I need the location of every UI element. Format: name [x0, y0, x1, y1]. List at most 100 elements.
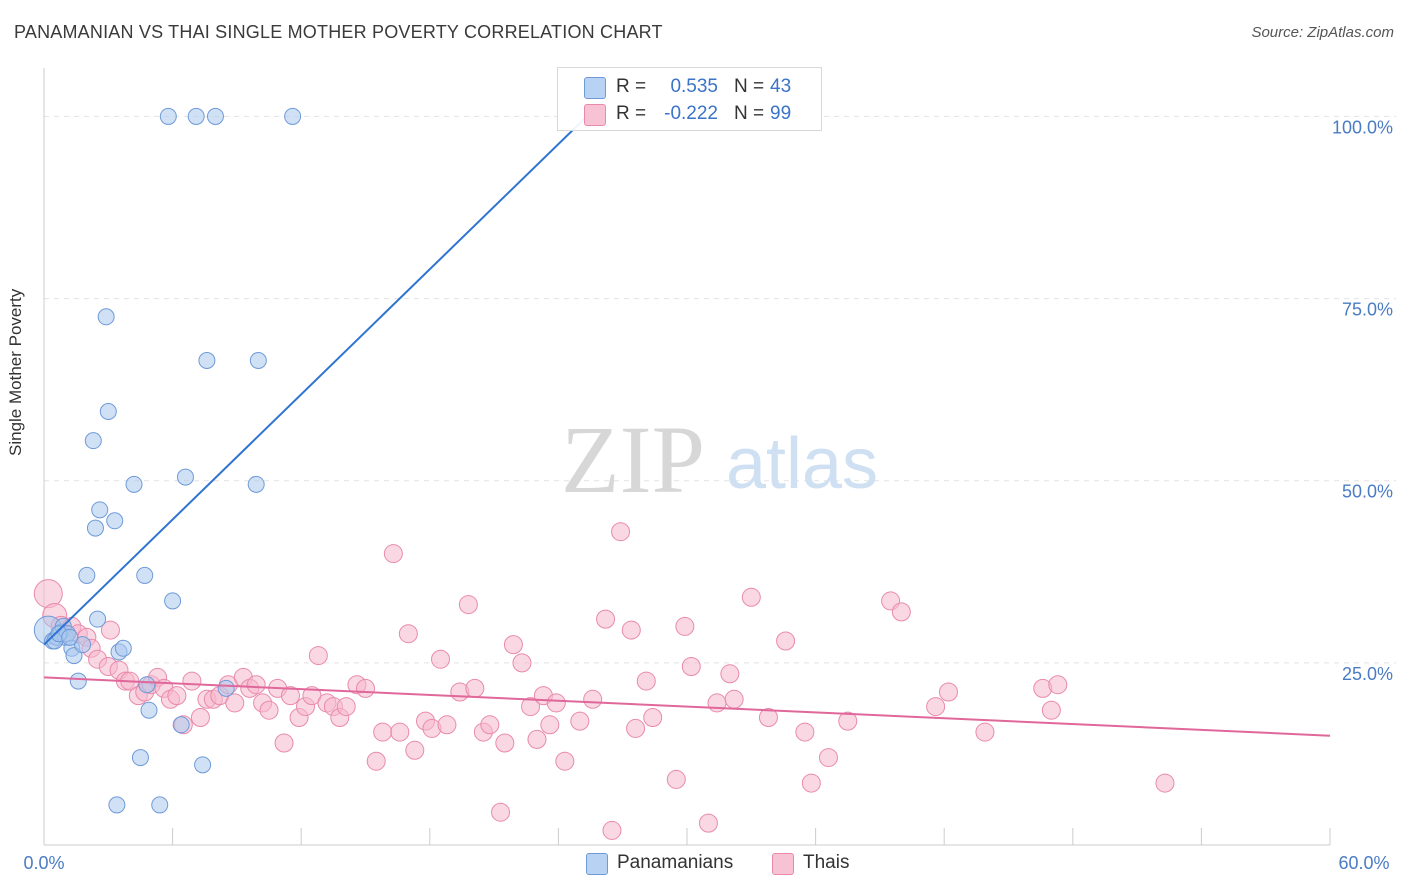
legend-label: Panamanians — [617, 852, 734, 873]
legend-label: Thais — [803, 852, 850, 873]
legend-swatch-blue — [586, 853, 608, 875]
legend-row-thais: R = -0.222 N = 99 — [558, 100, 821, 128]
thai-point — [1048, 675, 1068, 695]
thai-point — [280, 686, 300, 706]
y-tick-label: 100.0% — [1332, 117, 1393, 137]
thais-trend-line — [43, 676, 1331, 737]
thai-point — [758, 708, 778, 727]
legend-r-label: R = — [616, 76, 647, 97]
legend-swatch-pink — [584, 104, 606, 126]
panamanian-point — [91, 501, 109, 519]
y-tick-label: 25.0% — [1342, 664, 1393, 684]
thai-point — [891, 602, 911, 622]
panamanians-trend-line — [43, 112, 592, 646]
legend-swatch-pink — [772, 853, 794, 875]
thai-point — [480, 715, 500, 735]
thai-point — [741, 587, 761, 607]
thai-point — [596, 609, 616, 629]
thai-point — [458, 595, 478, 615]
thai-point — [246, 675, 266, 695]
panamanian-point — [125, 475, 143, 493]
thai-point — [366, 751, 386, 771]
panamanian-point — [187, 107, 205, 125]
thai-point — [1041, 700, 1061, 720]
panamanian-point — [97, 308, 115, 326]
thai-point — [838, 711, 858, 731]
panamanians-points — [33, 107, 302, 814]
thai-point — [602, 820, 622, 840]
legend-n-value: 99 — [770, 103, 792, 124]
thai-point — [801, 773, 821, 793]
thai-point — [390, 722, 410, 742]
thai-point — [274, 733, 294, 753]
panamanian-point — [151, 796, 169, 814]
panamanian-point — [206, 107, 224, 125]
thai-point — [707, 693, 727, 713]
legend-row-panamanians: R = 0.535 N = 43 — [558, 73, 821, 101]
panamanian-point — [106, 512, 124, 530]
thai-point — [167, 686, 187, 706]
thai-point — [100, 620, 120, 640]
panamanian-point — [99, 403, 117, 420]
panamanian-point — [164, 592, 182, 610]
thai-point — [621, 620, 641, 640]
thai-point — [491, 802, 511, 822]
thai-point — [675, 616, 695, 636]
panamanian-point — [140, 701, 158, 719]
watermark-atlas: atlas — [726, 424, 878, 504]
thai-point — [666, 769, 686, 789]
thai-point — [681, 657, 701, 676]
legend-n-value: 43 — [770, 76, 792, 97]
thai-point — [405, 740, 425, 760]
source-label: Source: ZipAtlas.com — [1251, 24, 1394, 41]
thai-point — [437, 715, 457, 735]
thai-point — [512, 653, 532, 673]
thai-point — [259, 700, 279, 720]
legend-r-value: 0.535 — [670, 76, 718, 97]
panamanian-point — [138, 676, 156, 694]
panamanian-point — [74, 636, 92, 654]
thai-point — [190, 708, 210, 727]
thai-point — [546, 693, 566, 713]
panamanian-point — [131, 749, 149, 767]
panamanian-point — [172, 716, 190, 734]
panamanian-point — [159, 107, 177, 125]
legend-n-label: N = — [734, 103, 765, 124]
thai-point — [975, 722, 995, 742]
thai-point — [495, 733, 515, 753]
legend-swatch-blue — [584, 77, 606, 99]
thai-point — [643, 708, 663, 727]
watermark-zip: ZIP — [561, 406, 705, 513]
legend-r-label: R = — [616, 103, 647, 124]
thai-point — [583, 689, 603, 709]
thai-point — [795, 722, 815, 742]
panamanian-point — [89, 610, 107, 628]
panamanian-point — [247, 475, 265, 493]
axes — [43, 68, 1331, 846]
thai-point — [636, 671, 656, 691]
y-tick-label: 50.0% — [1342, 482, 1393, 502]
thai-point — [626, 718, 646, 738]
thai-point — [818, 748, 838, 768]
legend-r-value: -0.222 — [664, 103, 718, 124]
panamanian-point — [78, 566, 96, 584]
y-tick-label: 75.0% — [1342, 300, 1393, 320]
chart-title: PANAMANIAN VS THAI SINGLE MOTHER POVERTY… — [14, 22, 663, 42]
thai-point — [465, 678, 485, 698]
thai-point — [527, 729, 547, 749]
thais-points — [33, 522, 1175, 840]
thai-point — [555, 751, 575, 771]
thai-point — [383, 544, 403, 564]
panamanian-point — [194, 756, 212, 774]
tick-labels: 25.0% 50.0% 75.0% 100.0% 0.0% 60.0% — [23, 117, 1393, 873]
thai-point — [336, 697, 356, 717]
thai-point — [225, 693, 245, 713]
thai-point — [724, 689, 744, 709]
x-tick-label: 60.0% — [1338, 853, 1389, 873]
grid-lines — [44, 115, 1396, 664]
thai-point — [698, 813, 718, 833]
thai-point — [431, 649, 451, 669]
thai-point — [926, 697, 946, 717]
panamanian-point — [249, 352, 267, 369]
